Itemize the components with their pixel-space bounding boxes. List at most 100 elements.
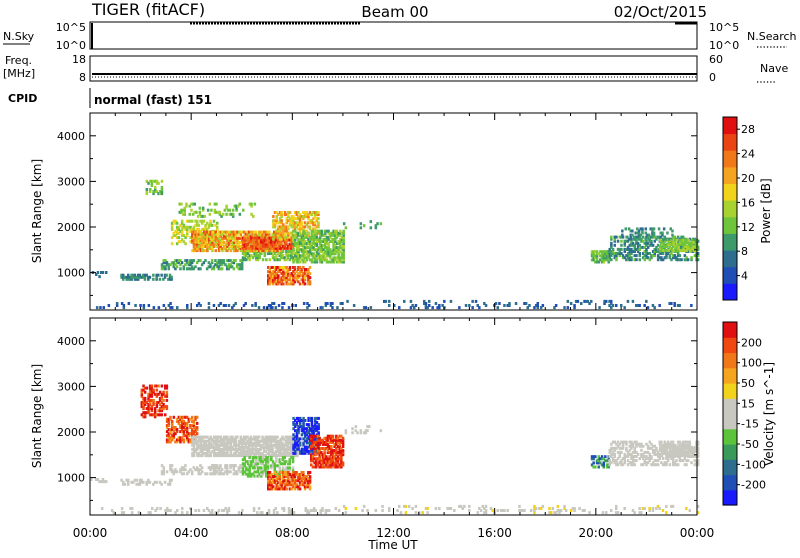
data-cell <box>661 232 664 235</box>
data-cell <box>638 507 641 510</box>
data-cell <box>299 282 302 285</box>
data-cell <box>160 483 163 486</box>
data-cell <box>166 399 169 402</box>
data-cell <box>163 466 166 469</box>
data-cell <box>279 466 282 469</box>
data-cell <box>308 304 311 307</box>
data-cell <box>302 471 305 474</box>
colorbar-swatch <box>723 117 737 134</box>
data-cell <box>653 232 656 235</box>
data-cell <box>196 416 199 419</box>
data-cell <box>642 236 645 239</box>
data-cell <box>191 416 194 419</box>
data-cell <box>620 304 623 307</box>
data-cell <box>229 470 232 473</box>
nave-tick-bottom: 0 <box>709 71 716 84</box>
data-cell <box>255 456 258 459</box>
freq-tick-bottom: 8 <box>79 71 86 84</box>
data-cell <box>666 232 669 235</box>
data-cell <box>273 302 276 305</box>
data-cell <box>366 509 369 512</box>
data-cell <box>671 234 674 237</box>
data-cell <box>615 304 618 307</box>
data-cell <box>173 416 176 419</box>
data-cell <box>495 302 498 305</box>
colorbar-tick-label: 28 <box>741 123 755 136</box>
data-cell <box>563 306 566 309</box>
data-cell <box>657 463 660 466</box>
data-cell <box>265 258 268 261</box>
radar-title: TIGER (fitACF) <box>91 0 205 19</box>
data-cell <box>640 511 643 514</box>
data-cell <box>156 507 159 510</box>
data-cell <box>216 222 219 225</box>
data-cell <box>342 449 345 452</box>
data-cell <box>635 459 638 462</box>
data-cell <box>199 207 202 210</box>
data-cell <box>209 220 212 223</box>
data-cell <box>380 222 383 225</box>
data-cell <box>221 468 224 471</box>
data-cell <box>157 182 160 185</box>
data-cell <box>277 274 280 277</box>
data-cell <box>610 236 613 239</box>
power-colorbar-label: Power [dB] <box>759 178 773 243</box>
data-cell <box>557 505 560 508</box>
colorbar-swatch <box>723 250 737 267</box>
data-cell <box>345 507 348 510</box>
data-cell <box>528 304 531 307</box>
data-cell <box>299 232 302 235</box>
data-cell <box>309 225 312 228</box>
data-cell <box>326 302 329 305</box>
cpid-row: CPID normal (fast) 151 <box>8 88 212 108</box>
data-cell <box>124 483 127 486</box>
data-cell <box>453 509 456 512</box>
data-cell <box>272 215 275 218</box>
data-cell <box>215 249 218 252</box>
data-cell <box>203 220 206 223</box>
data-cell <box>691 446 694 449</box>
data-cell <box>103 306 106 309</box>
data-cell <box>577 300 580 303</box>
data-cell <box>234 259 237 262</box>
colorbar-tick-label: 4 <box>741 270 748 283</box>
data-cell <box>289 211 292 214</box>
data-cell <box>156 389 159 392</box>
data-cell <box>170 276 173 279</box>
data-cell <box>594 466 597 469</box>
data-cell <box>222 213 225 216</box>
data-cell <box>632 300 635 303</box>
data-cell <box>303 302 306 305</box>
data-cell <box>351 431 354 434</box>
data-cell <box>480 509 483 512</box>
data-cell <box>138 511 141 514</box>
data-cell <box>292 466 295 469</box>
data-cell <box>648 234 651 237</box>
data-cell <box>563 505 566 508</box>
data-cell <box>677 444 680 447</box>
data-cell <box>614 244 617 247</box>
data-cell <box>149 188 152 191</box>
data-cell <box>219 302 222 305</box>
data-cell <box>328 509 331 512</box>
data-cell <box>468 505 471 508</box>
data-cell <box>189 213 192 216</box>
data-cell <box>226 464 229 467</box>
data-cell <box>289 266 292 269</box>
data-cell <box>272 238 275 241</box>
data-cell <box>620 248 623 251</box>
data-cell <box>435 507 438 510</box>
data-cell <box>144 397 147 400</box>
data-cell <box>149 481 152 484</box>
data-cell <box>250 203 253 206</box>
data-cell <box>677 463 680 466</box>
data-cell <box>403 300 406 303</box>
nave-label: Nave <box>760 62 788 75</box>
data-cell <box>164 413 167 416</box>
data-cell <box>635 258 638 261</box>
data-cell <box>342 461 345 464</box>
data-cell <box>153 306 156 309</box>
data-cell <box>687 239 690 242</box>
